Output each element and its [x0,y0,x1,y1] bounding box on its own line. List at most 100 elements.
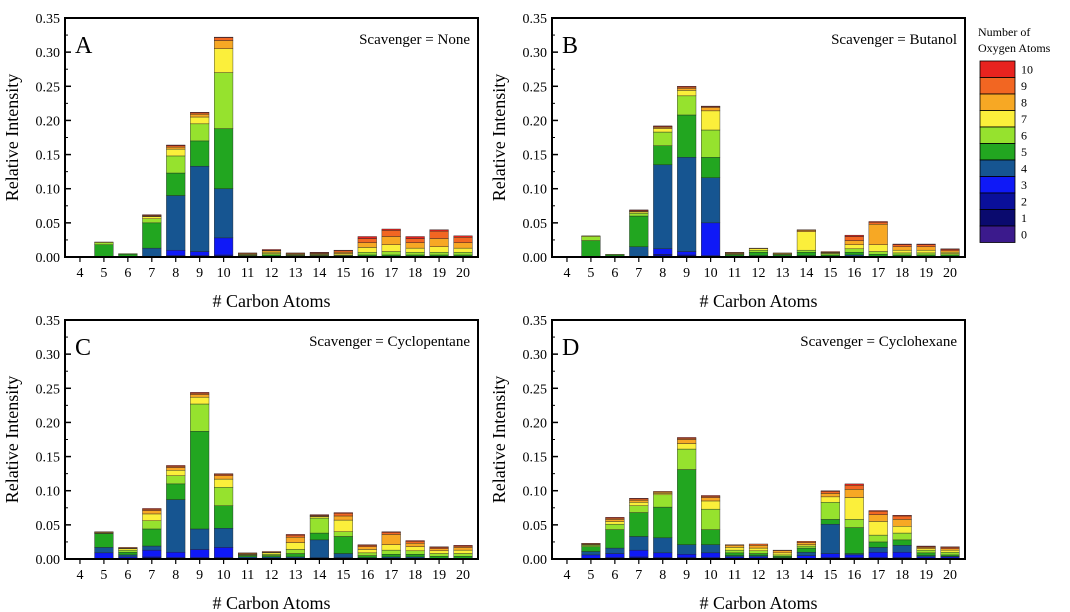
bar-segment-c20-o8 [940,548,960,551]
bar-segment-c19-o10 [916,545,936,547]
bar-segment-c7-o6 [629,505,649,513]
bar-segment-c10-o8 [701,497,721,502]
bar-segment-c18-o10 [892,515,912,517]
bars [581,86,960,258]
bar-segment-c14-o5 [796,547,816,553]
bar-segment-c17-o6 [868,534,888,543]
bar-segment-c17-o7 [381,244,401,252]
bar-segment-c19-o8 [429,548,449,552]
bar-segment-c12-o7 [261,552,282,555]
bar-segment-c9-o3 [677,554,697,558]
bar-segment-c9-o6 [677,448,697,470]
bar-segment-c17-o7 [381,544,401,551]
bar-segment-c16-o8 [357,242,377,248]
bar-segment-c16-o6 [844,519,864,528]
bar-segment-c19-o9 [429,547,449,549]
y-tick-label: 0.10 [36,485,61,500]
bar-segment-c9-o5 [190,431,210,530]
bar-segment-c8-o7 [166,148,186,157]
bar-segment-c15-o10 [820,490,840,492]
x-tick-label: 8 [659,266,666,281]
x-tick-label: 11 [728,568,741,583]
bar-segment-c6-o4 [605,547,625,554]
bar-segment-c12-o6 [748,550,769,554]
bar-segment-c7-o6 [142,218,162,224]
x-tick-label: 15 [336,266,350,281]
x-tick-label: 13 [775,266,789,281]
bar-segment-c16-o9 [357,238,377,243]
y-tick-label: 0.00 [523,553,548,568]
x-tick-label: 6 [611,568,618,583]
bar-segment-c12-o4 [748,555,769,558]
x-tick-label: 15 [336,568,350,583]
x-tick-label: 16 [847,568,861,583]
panel-letter: B [562,33,578,59]
bar-segment-c8-o4 [653,537,673,554]
x-tick-label: 12 [752,266,766,281]
bar-segment-c9-o4 [190,165,210,252]
bar-segment-c18-o4 [892,545,912,553]
y-axis-title: Relative Intensity [2,376,22,503]
bar-segment-c20-o8 [453,547,473,551]
y-tick-label: 0.35 [523,12,548,27]
bar-segment-c5-o5 [581,546,601,552]
bar-segment-c16-o7 [357,247,377,253]
bar-segment-c10-o8 [214,40,234,49]
bar-segment-c14-o7 [796,231,816,251]
bar-segment-c10-o5 [214,128,234,189]
bar-segment-c18-o6 [892,252,912,256]
bar-segment-c14-o9 [796,229,816,231]
legend-label-9: 9 [1021,79,1027,93]
bar-segment-c18-o9 [892,244,912,247]
bar-segment-c10-o8 [701,107,721,112]
bar-segment-c16-o6 [357,552,377,556]
bar-segment-c18-o8 [405,543,425,547]
bar-segment-c11-o4 [725,555,745,558]
bar-segment-c9-o8 [190,114,210,118]
bar-segment-c5-o6 [94,242,114,245]
x-tick-label: 4 [76,568,83,583]
bar-segment-c20-o6 [453,553,473,557]
bar-segment-c9-o9 [677,86,697,89]
y-tick-label: 0.25 [36,80,61,95]
x-tick-label: 20 [943,568,957,583]
x-tick-label: 7 [635,266,642,281]
bar-segment-c12-o8 [748,545,769,549]
bars [94,392,473,560]
bar-segment-c5-o5 [581,240,601,257]
x-tick-label: 12 [265,568,279,583]
bar-segment-c12-o8 [748,247,769,249]
bar-segment-c8-o9 [653,491,673,493]
bar-segment-c5-o6 [581,236,601,241]
bar-segment-c6-o7 [605,521,625,525]
bar-segment-c18-o8 [405,242,425,249]
bar-segment-c10-o6 [214,72,234,129]
bar-segment-c14-o6 [796,249,816,253]
bar-segment-c16-o8 [844,489,864,498]
bar-segment-c7-o5 [142,222,162,249]
bar-segment-c7-o3 [629,549,649,558]
bar-segment-c6-o10 [605,517,625,519]
x-tick-label: 11 [241,266,254,281]
bar-segment-c16-o10 [844,483,864,486]
panel-d: 0.00 0.05 0.10 0.15 0.20 0.25 0.30 0.35 4 5 6 7 8 9 10… [489,314,966,612]
bar-segment-c7-o8 [629,500,649,503]
x-tick-label: 16 [847,266,861,281]
bar-segment-c14-o10 [309,252,329,254]
bar-segment-c15-o9 [333,250,353,253]
bar-segment-c20-o9 [453,545,473,548]
y-tick-label: 0.35 [523,314,548,329]
y-tick-label: 0.35 [36,12,61,27]
bar-segment-c11-o9 [238,552,258,554]
bar-segment-c9-o10 [677,86,697,88]
bar-segment-c15-o6 [820,253,840,256]
x-tick-label: 19 [919,266,933,281]
bar-segment-c15-o7 [820,496,840,503]
bar-segment-c12-o9 [261,551,282,553]
bar-segment-c20-o7 [940,252,960,254]
bar-segment-c19-o7 [429,550,449,554]
bar-segment-c6-o7 [118,548,138,551]
bar-segment-c7-o9 [629,498,649,501]
y-tick-label: 0.10 [523,485,548,500]
